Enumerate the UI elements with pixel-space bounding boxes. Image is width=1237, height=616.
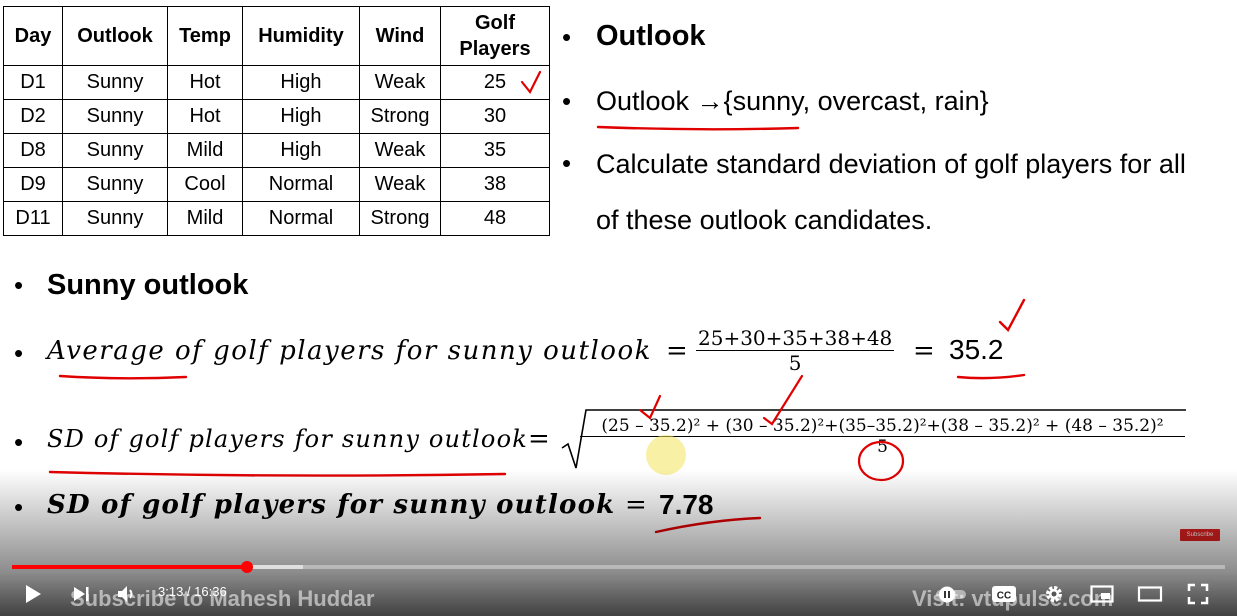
- table-cell: High: [242, 99, 360, 134]
- table-cell: High: [242, 65, 360, 100]
- played-bar: [12, 565, 248, 569]
- cc-label: CC: [997, 591, 1011, 602]
- time-display: 3:13 / 16:36: [158, 584, 227, 599]
- table-row: D2 Sunny Hot High Strong 30: [3, 99, 550, 134]
- table-cell: Normal: [242, 201, 360, 236]
- sd-numerator: (25 – 35.2)² + (30 – 35.2)²+(35–35.2)²+(…: [580, 416, 1185, 437]
- table-cell: Weak: [359, 133, 441, 168]
- table-cell: Weak: [359, 167, 441, 202]
- table-cell: D9: [3, 167, 63, 202]
- golf-data-table: Day Outlook Temp Humidity Wind Golf Play…: [3, 6, 550, 236]
- col-header-outlook: Outlook: [62, 6, 168, 66]
- average-result: 35.2: [949, 334, 1004, 365]
- table-header-row: Day Outlook Temp Humidity Wind Golf Play…: [3, 6, 550, 66]
- play-button[interactable]: [18, 578, 48, 610]
- table-row: D1 Sunny Hot High Weak 25: [3, 65, 550, 100]
- cc-button[interactable]: CC: [988, 578, 1020, 610]
- autoplay-toggle[interactable]: [934, 578, 972, 610]
- average-denominator: 5: [788, 351, 802, 375]
- sd-denominator: 5: [877, 437, 888, 457]
- progress-bar[interactable]: [12, 561, 1225, 573]
- table-cell: Strong: [359, 99, 441, 134]
- fullscreen-icon: [1187, 583, 1209, 605]
- average-fraction: 25+30+35+38+48 5: [696, 326, 895, 375]
- table-cell: D11: [3, 201, 63, 236]
- fullscreen-button[interactable]: [1182, 578, 1214, 610]
- table-cell: Sunny: [62, 133, 168, 168]
- miniplayer-button[interactable]: [1086, 578, 1118, 610]
- table-cell: Weak: [359, 65, 441, 100]
- table-cell: D2: [3, 99, 63, 134]
- play-icon: [26, 585, 41, 603]
- outlook-title: Outlook: [596, 20, 706, 52]
- player-controls: 3:13 / 16:36 CC: [0, 572, 1237, 616]
- settings-icon: [1046, 586, 1062, 602]
- sunny-outlook-heading: Sunny outlook: [47, 269, 249, 301]
- cc-icon: CC: [992, 586, 1016, 602]
- sd-fraction: (25 – 35.2)² + (30 – 35.2)²+(35–35.2)²+(…: [580, 416, 1185, 457]
- equals-sign: =: [913, 336, 935, 366]
- average-numerator: 25+30+35+38+48: [696, 326, 895, 351]
- equals-sign: =: [625, 490, 647, 520]
- calc-sd-line-2: of these outlook candidates.: [596, 205, 933, 235]
- table-row: D11 Sunny Mild Normal Strong 48: [3, 201, 550, 236]
- volume-button[interactable]: [112, 578, 142, 610]
- subscribe-badge[interactable]: Subscribe: [1180, 529, 1220, 541]
- table-cell: Strong: [359, 201, 441, 236]
- table-cell: Mild: [167, 201, 243, 236]
- bullet-dot: •: [14, 492, 24, 522]
- bullet-dot: •: [562, 148, 572, 178]
- sd-final-label: SD of golf players for sunny outlook: [47, 490, 616, 520]
- table-cell: Mild: [167, 133, 243, 168]
- sd-label: SD of golf players for sunny outlook: [47, 425, 528, 453]
- table-cell: Sunny: [62, 201, 168, 236]
- table-row: D8 Sunny Mild High Weak 35: [3, 133, 550, 168]
- settings-button[interactable]: [1038, 578, 1070, 610]
- col-header-wind: Wind: [359, 6, 441, 66]
- equals-sign: =: [666, 336, 688, 366]
- bullet-dot: •: [562, 22, 572, 52]
- bullet-dot: •: [562, 86, 572, 116]
- table-cell: 48: [440, 201, 550, 236]
- watermark-subscribe: Subscribe to Mahesh Huddar: [70, 586, 375, 611]
- calc-sd-line-1: Calculate standard deviation of golf pla…: [596, 149, 1186, 179]
- theater-icon: [1137, 586, 1163, 602]
- table-cell: Hot: [167, 65, 243, 100]
- bullet-dot: •: [14, 270, 24, 300]
- bullet-dot: •: [14, 338, 24, 368]
- table-cell: 38: [440, 167, 550, 202]
- table-cell: Sunny: [62, 167, 168, 202]
- next-icon: [74, 587, 89, 601]
- bullet-dot: •: [14, 427, 24, 457]
- outlook-definition: Outlook →{sunny, overcast, rain}: [596, 86, 989, 116]
- table-cell: D8: [3, 133, 63, 168]
- table-cell: Hot: [167, 99, 243, 134]
- table-cell: 30: [440, 99, 550, 134]
- table-cell: 35: [440, 133, 550, 168]
- scrubber-handle[interactable]: [241, 561, 254, 573]
- average-label: Average of golf players for sunny outloo…: [47, 336, 652, 366]
- table-cell: Sunny: [62, 65, 168, 100]
- table-row: D9 Sunny Cool Normal Weak 38: [3, 167, 550, 202]
- table-cell: Normal: [242, 167, 360, 202]
- col-header-humidity: Humidity: [242, 6, 360, 66]
- volume-icon: [118, 586, 133, 602]
- autoplay-toggle-icon: [936, 586, 966, 603]
- table-cell: Sunny: [62, 99, 168, 134]
- table-cell: High: [242, 133, 360, 168]
- col-header-golf-players: Golf Players: [440, 6, 550, 66]
- table-cell: D1: [3, 65, 63, 100]
- video-frame[interactable]: Day Outlook Temp Humidity Wind Golf Play…: [0, 0, 1237, 565]
- miniplayer-icon: [1090, 585, 1114, 603]
- table-cell: Cool: [167, 167, 243, 202]
- sd-final-value: 7.78: [659, 489, 714, 520]
- next-button[interactable]: [66, 578, 96, 610]
- equals-sign: =: [528, 424, 550, 454]
- col-header-day: Day: [3, 6, 63, 66]
- col-header-temp: Temp: [167, 6, 243, 66]
- theater-button[interactable]: [1134, 578, 1166, 610]
- table-cell: 25: [440, 65, 550, 100]
